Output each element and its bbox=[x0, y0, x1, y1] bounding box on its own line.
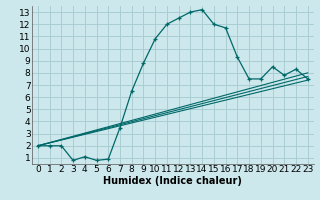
X-axis label: Humidex (Indice chaleur): Humidex (Indice chaleur) bbox=[103, 176, 242, 186]
